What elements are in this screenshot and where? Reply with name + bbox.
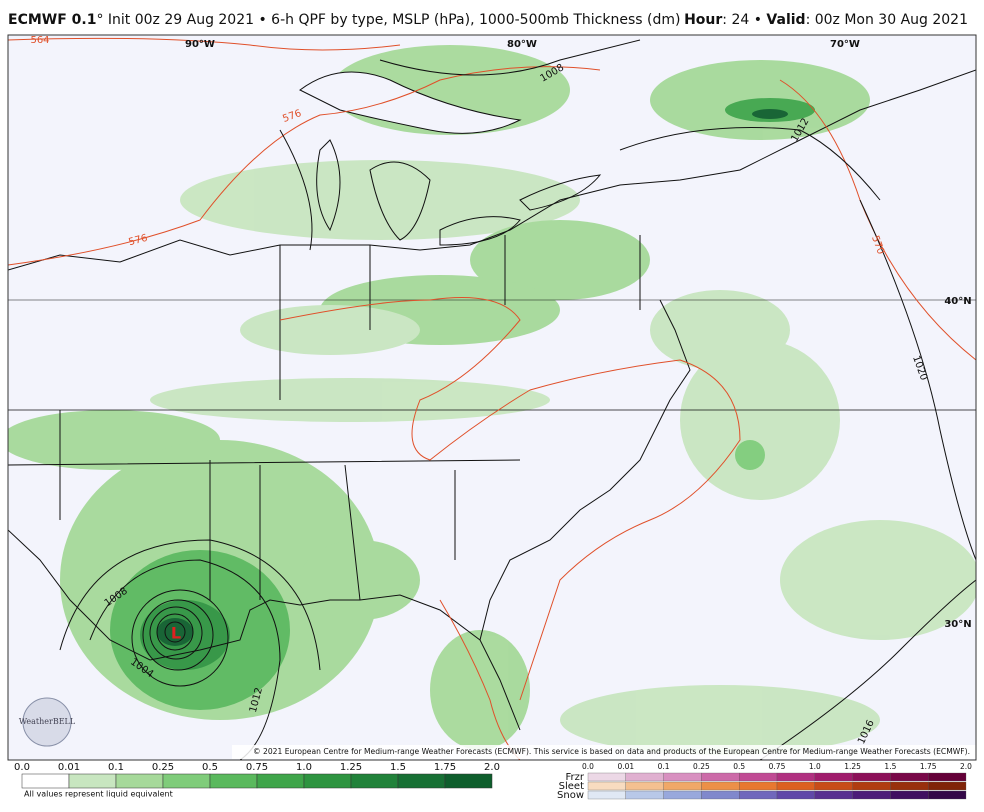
type-scale-label: 0.25 <box>693 762 710 771</box>
type-label: Snow <box>557 790 584 801</box>
thickness-label: 576 <box>127 233 148 249</box>
type-scale-label: 1.5 <box>884 762 896 771</box>
rain-swatch <box>21 773 70 789</box>
rain-label: 0.5 <box>202 762 218 773</box>
header-valid: Hour: 24 • Valid: 00z Mon 30 Aug 2021 <box>684 12 968 28</box>
logo: WeatherBELL <box>19 697 76 747</box>
longitude-label: 80°W <box>507 39 537 50</box>
type-swatch <box>625 772 664 782</box>
type-swatch <box>701 781 740 791</box>
type-swatch <box>663 781 702 791</box>
type-swatch <box>852 790 891 800</box>
rain-label: 1.75 <box>434 762 456 773</box>
type-swatch <box>739 781 778 791</box>
type-swatch <box>739 772 778 782</box>
type-swatch <box>890 772 929 782</box>
rain-swatch <box>162 773 211 789</box>
legend: All values represent liquid equivalent 0… <box>14 762 972 801</box>
latitude-label: 30°N <box>944 619 971 630</box>
rain-label: 0.0 <box>14 762 30 773</box>
type-scale-label: 1.25 <box>844 762 861 771</box>
rain-label: 0.25 <box>152 762 174 773</box>
type-swatch <box>663 772 702 782</box>
rain-swatch <box>209 773 258 789</box>
latitude-label: 40°N <box>944 296 971 307</box>
rain-swatch <box>397 773 446 789</box>
type-swatch <box>701 790 740 800</box>
type-swatch <box>890 781 929 791</box>
type-swatch <box>890 790 929 800</box>
type-scale-label: 1.75 <box>920 762 937 771</box>
rain-label: 0.75 <box>246 762 268 773</box>
type-swatch <box>739 790 778 800</box>
type-label: Frzr <box>566 772 585 783</box>
hour-value: : 24 • <box>722 12 766 28</box>
type-scale-label: 0.5 <box>733 762 745 771</box>
header-title: ECMWF 0.1° Init 00z 29 Aug 2021 • 6-h QP… <box>8 12 680 28</box>
storm-label: L <box>171 624 181 643</box>
longitude-label: 70°W <box>830 39 860 50</box>
type-swatch <box>776 790 815 800</box>
rain-swatch <box>115 773 164 789</box>
map: L WeatherBELL © 2021 European Centre for… <box>8 35 976 760</box>
precip <box>8 45 976 755</box>
rain-label: 2.0 <box>484 762 500 773</box>
thickness-label: 564 <box>30 35 49 46</box>
legend-note: All values represent liquid equivalent <box>24 790 173 799</box>
type-swatch <box>625 790 664 800</box>
rain-label: 1.5 <box>390 762 406 773</box>
rain-label: 1.0 <box>296 762 312 773</box>
type-scale-label: 0.75 <box>769 762 786 771</box>
type-label: Sleet <box>559 781 584 792</box>
type-swatch <box>814 772 853 782</box>
type-swatch <box>776 772 815 782</box>
rain-label: 0.1 <box>108 762 124 773</box>
type-scale-label: 0.1 <box>658 762 670 771</box>
type-scale-label: 1.0 <box>809 762 821 771</box>
type-scale-label: 0.01 <box>617 762 634 771</box>
title-bold: ECMWF 0.1 <box>8 12 96 28</box>
type-scale-label: 2.0 <box>960 762 972 771</box>
type-swatch <box>587 790 626 800</box>
type-swatch <box>701 772 740 782</box>
type-scale-label: 0.0 <box>582 762 594 771</box>
type-swatch <box>625 781 664 791</box>
map-frame <box>7 34 977 761</box>
type-swatch <box>814 781 853 791</box>
type-swatch <box>928 781 967 791</box>
rain-swatch <box>68 773 117 789</box>
rain-label: 0.01 <box>58 762 80 773</box>
credit: © 2021 European Centre for Medium-range … <box>253 747 970 756</box>
rain-swatch <box>350 773 399 789</box>
rain-swatch <box>303 773 352 789</box>
type-swatch <box>928 790 967 800</box>
valid-key: Valid <box>766 12 805 28</box>
isobars <box>59 39 976 760</box>
type-swatch <box>587 781 626 791</box>
logo-text: WeatherBELL <box>19 717 76 726</box>
type-swatch <box>663 790 702 800</box>
type-swatch <box>587 772 626 782</box>
rain-label: 1.25 <box>340 762 362 773</box>
valid-value: : 00z Mon 30 Aug 2021 <box>806 12 968 28</box>
type-swatch <box>776 781 815 791</box>
title-rest: ° Init 00z 29 Aug 2021 • 6-h QPF by type… <box>96 12 680 28</box>
rain-swatch <box>256 773 305 789</box>
type-swatch <box>852 781 891 791</box>
type-swatch <box>814 790 853 800</box>
rain-swatch <box>444 773 493 789</box>
hour-key: Hour <box>684 12 722 28</box>
type-swatch <box>928 772 967 782</box>
type-swatch <box>852 772 891 782</box>
longitude-label: 90°W <box>185 39 215 50</box>
